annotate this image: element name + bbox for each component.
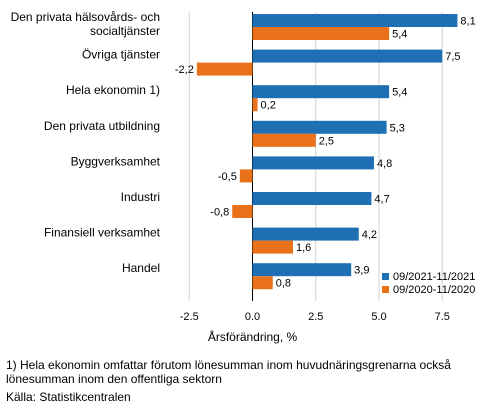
bar-series1 (252, 227, 359, 241)
x-axis-title: Årsförändring, % (207, 330, 298, 344)
legend-swatch (382, 286, 389, 293)
x-tick-label: 2,5 (308, 311, 323, 320)
value-label: 5,4 (392, 29, 407, 41)
value-label: 5,4 (392, 87, 407, 99)
value-label: 2,5 (319, 135, 334, 147)
bar-series2 (196, 62, 253, 76)
category-label: Industri (121, 190, 160, 204)
category-label: Finansiell verksamhet (44, 226, 161, 240)
value-label: 4,2 (362, 229, 377, 241)
x-tick-label: 0,0 (245, 311, 260, 320)
bar-series2 (239, 169, 253, 183)
value-label: 4,7 (374, 194, 389, 206)
value-label: 4,8 (377, 158, 392, 170)
value-label: -0,8 (210, 207, 229, 219)
value-label: 3,9 (354, 265, 369, 277)
x-tick-label: 5,0 (371, 311, 386, 320)
footnote-line-2: lönesumman inom den offentliga sektorn (6, 372, 222, 386)
footnote: 1) Hela ekonomin omfattar förutom lönesu… (6, 358, 451, 386)
source-note: Källa: Statistikcentralen (6, 390, 131, 404)
bar-series1 (252, 120, 387, 134)
legend-label: 09/2021-11/2021 (393, 271, 475, 283)
bar-series2 (252, 133, 316, 147)
legend-swatch (382, 273, 389, 280)
bar-series1 (252, 192, 372, 205)
x-tick-label: -2,5 (180, 311, 199, 320)
bar-chart: 8,1 5,4 Den privata hälsovårds- ochsocialt… (11, 10, 476, 320)
legend-label: 09/2020-11/2020 (393, 284, 475, 296)
footnote-line-1: 1) Hela ekonomin omfattar förutom lönesu… (6, 358, 451, 372)
bar-series1 (252, 14, 458, 27)
value-label: 0,2 (261, 100, 276, 112)
value-label: 0,8 (276, 278, 291, 290)
x-tick-label: 7,5 (435, 311, 450, 320)
bar-series2 (252, 276, 273, 290)
value-label: -2,2 (175, 64, 194, 76)
category-label: Handel (122, 261, 160, 275)
value-label: -0,5 (218, 171, 237, 183)
bar-series2 (252, 240, 293, 254)
category-label: Byggverksamhet (71, 154, 161, 168)
bar-series1 (252, 156, 374, 170)
bar-series1 (252, 49, 443, 63)
bar-series2 (232, 205, 253, 218)
category-label: Den privata utbildning (44, 119, 160, 133)
category-label: Övriga tjänster (82, 48, 160, 62)
value-label: 8,1 (460, 16, 475, 28)
category-label: Den privata hälsovårds- och (11, 10, 160, 24)
bar-series1 (252, 85, 390, 99)
value-label: 1,6 (296, 242, 311, 254)
category-label: Hela ekonomin 1) (66, 83, 160, 97)
bar-series2 (252, 98, 258, 112)
bar-series1 (252, 263, 352, 277)
category-label: socialtjänster (90, 24, 160, 38)
bar-series2 (252, 27, 390, 40)
value-label: 7,5 (445, 51, 460, 63)
value-label: 5,3 (390, 122, 405, 134)
